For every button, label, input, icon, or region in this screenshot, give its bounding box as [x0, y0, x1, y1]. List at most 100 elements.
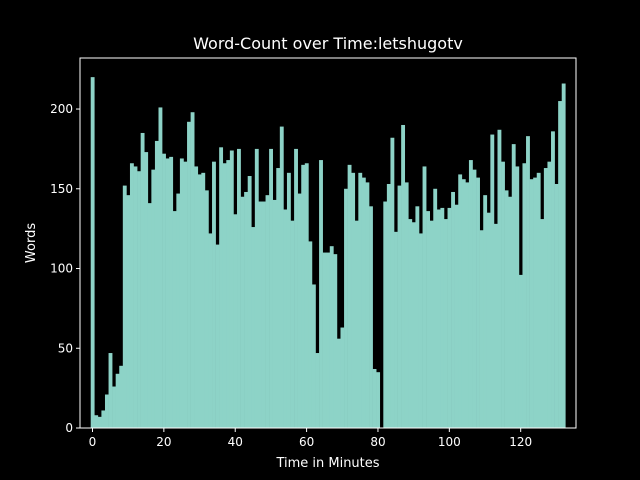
bar [286, 172, 291, 428]
bar [240, 196, 245, 428]
x-tick-label: 0 [89, 435, 97, 449]
bar [222, 163, 227, 428]
bar [404, 182, 409, 428]
bar [504, 190, 509, 428]
bars-group [90, 77, 566, 429]
x-ticks-group: 0 20 40 60 80 100 120 [89, 428, 532, 449]
bar [418, 233, 423, 428]
bar [258, 201, 263, 428]
bar [322, 252, 327, 428]
bar [233, 214, 238, 428]
x-tick-label: 120 [509, 435, 532, 449]
bar [301, 164, 306, 428]
bar [344, 188, 348, 428]
bar [365, 182, 370, 428]
bar [276, 168, 281, 429]
bar [479, 230, 484, 428]
bar [122, 185, 127, 428]
bar [144, 152, 149, 428]
bar [279, 126, 284, 428]
bar [208, 233, 213, 428]
bar [311, 284, 316, 428]
bar [390, 137, 395, 429]
bar [162, 153, 166, 428]
bar [508, 196, 513, 428]
bar [265, 195, 270, 428]
bar [436, 209, 441, 428]
bar [115, 373, 120, 428]
bar [201, 172, 206, 428]
bar [493, 223, 498, 428]
x-tick-label: 20 [156, 435, 171, 449]
bar [518, 274, 523, 428]
bar [401, 124, 406, 428]
bar [183, 161, 188, 428]
bar [172, 211, 177, 428]
bar [269, 148, 273, 428]
bar [294, 148, 298, 428]
bar [529, 179, 534, 428]
bar [468, 160, 473, 428]
bar [140, 132, 145, 428]
bar [137, 171, 141, 429]
bar [383, 201, 388, 428]
y-axis-label: Words [24, 223, 39, 263]
bar [226, 160, 231, 428]
bar [254, 148, 259, 428]
bar [397, 185, 402, 428]
bar [386, 183, 391, 428]
bar [326, 252, 331, 428]
bar [558, 101, 563, 428]
bar [454, 204, 459, 428]
bar [372, 368, 377, 428]
bar [426, 211, 430, 428]
bar [272, 199, 277, 428]
y-tick-label: 150 [50, 182, 73, 196]
bar [204, 190, 209, 428]
bar [472, 169, 477, 428]
plot-frame [79, 57, 577, 429]
bar [261, 201, 266, 428]
bar [290, 220, 295, 428]
bar [408, 219, 413, 428]
y-tick-label: 200 [50, 102, 73, 116]
bar [526, 136, 530, 428]
bar [251, 227, 256, 428]
bar [465, 182, 470, 428]
bar [447, 207, 452, 428]
bar [511, 144, 516, 428]
bar [347, 164, 352, 428]
bar [483, 195, 488, 428]
bar [501, 161, 505, 428]
bar [179, 158, 184, 428]
bar [108, 353, 113, 428]
bar [490, 134, 495, 429]
bar [297, 193, 302, 428]
bar [169, 156, 174, 428]
bar [543, 168, 548, 429]
bar [104, 394, 109, 428]
bar [147, 203, 152, 428]
bar [486, 212, 491, 428]
bar [237, 148, 241, 428]
bar [422, 166, 427, 428]
bar [194, 166, 199, 428]
bar [212, 161, 216, 428]
bar [351, 172, 356, 428]
bar [247, 176, 252, 428]
bar [165, 158, 170, 428]
bar [219, 147, 224, 428]
bar [229, 150, 234, 428]
bar [97, 416, 102, 428]
bar [461, 179, 466, 428]
bar [497, 129, 502, 428]
bar [443, 219, 448, 428]
bar [536, 172, 541, 428]
y-tick-label: 0 [65, 421, 73, 435]
x-tick-label: 80 [370, 435, 385, 449]
bar [369, 206, 373, 428]
bar [101, 410, 106, 428]
bar [340, 327, 345, 428]
bar [522, 163, 527, 428]
bar [451, 191, 455, 428]
